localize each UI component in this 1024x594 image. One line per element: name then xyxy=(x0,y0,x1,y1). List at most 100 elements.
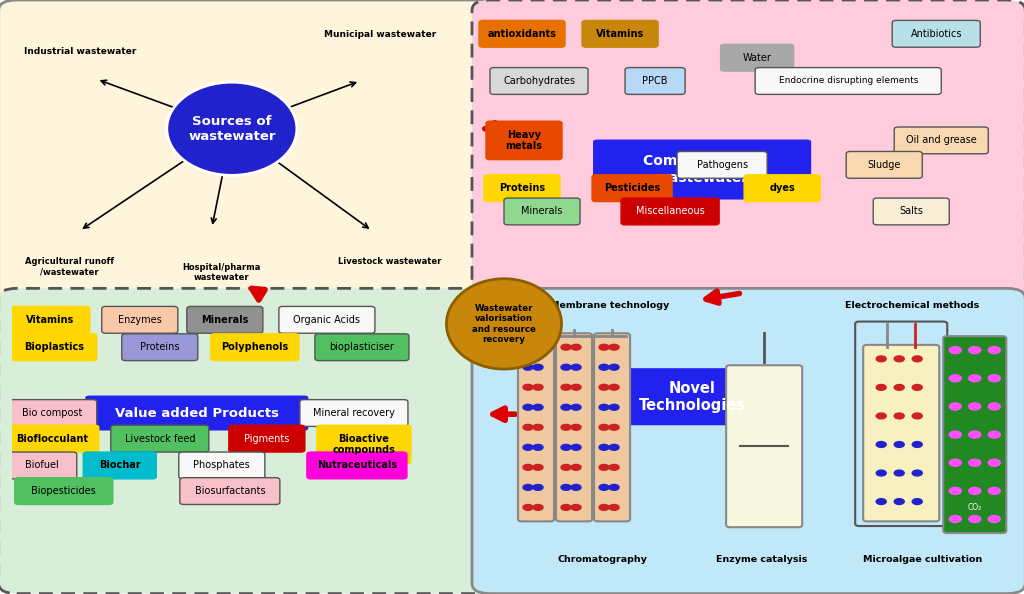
Circle shape xyxy=(988,431,1000,438)
Text: dyes: dyes xyxy=(769,183,795,193)
Text: Bio compost: Bio compost xyxy=(22,408,82,418)
Circle shape xyxy=(609,444,620,450)
Text: Water: Water xyxy=(742,53,771,63)
Circle shape xyxy=(523,504,534,510)
Circle shape xyxy=(609,364,620,370)
Circle shape xyxy=(949,488,962,494)
Circle shape xyxy=(523,384,534,390)
Circle shape xyxy=(969,403,981,410)
FancyBboxPatch shape xyxy=(943,336,1007,533)
Circle shape xyxy=(912,498,923,504)
FancyBboxPatch shape xyxy=(315,334,409,361)
FancyBboxPatch shape xyxy=(316,425,411,464)
Circle shape xyxy=(599,424,609,430)
Circle shape xyxy=(969,375,981,382)
Circle shape xyxy=(523,405,534,410)
Text: Pesticides: Pesticides xyxy=(604,183,660,193)
FancyBboxPatch shape xyxy=(594,333,630,522)
Ellipse shape xyxy=(167,82,297,175)
Circle shape xyxy=(949,516,962,523)
FancyBboxPatch shape xyxy=(14,478,113,504)
Circle shape xyxy=(877,384,886,390)
Circle shape xyxy=(561,485,571,490)
Circle shape xyxy=(988,488,1000,494)
Text: PPCB: PPCB xyxy=(642,76,668,86)
FancyBboxPatch shape xyxy=(7,400,96,426)
Circle shape xyxy=(988,516,1000,523)
Text: Sources of
wastewater: Sources of wastewater xyxy=(188,115,275,143)
FancyBboxPatch shape xyxy=(504,198,580,225)
Circle shape xyxy=(561,345,571,350)
Circle shape xyxy=(894,498,904,504)
FancyBboxPatch shape xyxy=(0,288,503,593)
Circle shape xyxy=(877,498,886,504)
Circle shape xyxy=(534,384,543,390)
Circle shape xyxy=(561,364,571,370)
Circle shape xyxy=(599,405,609,410)
FancyBboxPatch shape xyxy=(721,45,794,71)
FancyBboxPatch shape xyxy=(484,175,560,201)
Circle shape xyxy=(571,485,581,490)
Circle shape xyxy=(571,345,581,350)
Text: Chromatography: Chromatography xyxy=(557,555,647,564)
Circle shape xyxy=(949,459,962,466)
FancyBboxPatch shape xyxy=(122,334,198,361)
Circle shape xyxy=(534,444,543,450)
Circle shape xyxy=(609,504,620,510)
Text: Heavy
metals: Heavy metals xyxy=(506,129,543,151)
Circle shape xyxy=(912,441,923,447)
Circle shape xyxy=(988,375,1000,382)
Text: bioplasticiser: bioplasticiser xyxy=(330,342,394,352)
Circle shape xyxy=(561,504,571,510)
Text: Antibiotics: Antibiotics xyxy=(910,29,962,39)
Circle shape xyxy=(571,384,581,390)
Circle shape xyxy=(969,516,981,523)
FancyBboxPatch shape xyxy=(5,425,98,452)
Ellipse shape xyxy=(446,279,561,369)
Circle shape xyxy=(988,459,1000,466)
Circle shape xyxy=(969,488,981,494)
Text: Membrane technology: Membrane technology xyxy=(551,301,670,309)
Circle shape xyxy=(949,375,962,382)
FancyBboxPatch shape xyxy=(518,333,554,522)
Text: Municipal wastewater: Municipal wastewater xyxy=(324,30,436,39)
Circle shape xyxy=(877,470,886,476)
Text: Proteins: Proteins xyxy=(499,183,545,193)
Circle shape xyxy=(599,345,609,350)
FancyBboxPatch shape xyxy=(744,175,820,201)
Circle shape xyxy=(969,347,981,353)
Text: Livestock feed: Livestock feed xyxy=(125,434,195,444)
FancyBboxPatch shape xyxy=(726,365,802,527)
Circle shape xyxy=(571,504,581,510)
FancyBboxPatch shape xyxy=(846,151,923,178)
Circle shape xyxy=(534,465,543,470)
Circle shape xyxy=(912,384,923,390)
Text: Sludge: Sludge xyxy=(867,160,901,170)
Text: Oil and grease: Oil and grease xyxy=(906,135,977,146)
Circle shape xyxy=(969,459,981,466)
Circle shape xyxy=(561,424,571,430)
FancyBboxPatch shape xyxy=(0,0,503,305)
FancyBboxPatch shape xyxy=(490,68,588,94)
FancyBboxPatch shape xyxy=(873,198,949,225)
FancyBboxPatch shape xyxy=(593,140,811,200)
Circle shape xyxy=(609,465,620,470)
Text: Composition of
wastewater: Composition of wastewater xyxy=(643,154,761,185)
FancyBboxPatch shape xyxy=(307,452,407,479)
Circle shape xyxy=(571,405,581,410)
Text: antioxidants: antioxidants xyxy=(487,29,556,39)
Text: Agricultural runoff
/wastewater: Agricultural runoff /wastewater xyxy=(26,257,115,276)
Text: CO₂: CO₂ xyxy=(968,503,982,512)
Circle shape xyxy=(609,405,620,410)
Text: Hospital/pharma
wastewater: Hospital/pharma wastewater xyxy=(182,263,261,282)
Text: Miscellaneous: Miscellaneous xyxy=(636,207,705,216)
Text: Enzymes: Enzymes xyxy=(118,315,162,325)
Text: Bioactive
compounds: Bioactive compounds xyxy=(333,434,395,455)
Circle shape xyxy=(969,431,981,438)
FancyBboxPatch shape xyxy=(479,20,565,47)
Circle shape xyxy=(609,424,620,430)
Text: Minerals: Minerals xyxy=(521,207,563,216)
Circle shape xyxy=(599,485,609,490)
Circle shape xyxy=(912,413,923,419)
Circle shape xyxy=(894,384,904,390)
